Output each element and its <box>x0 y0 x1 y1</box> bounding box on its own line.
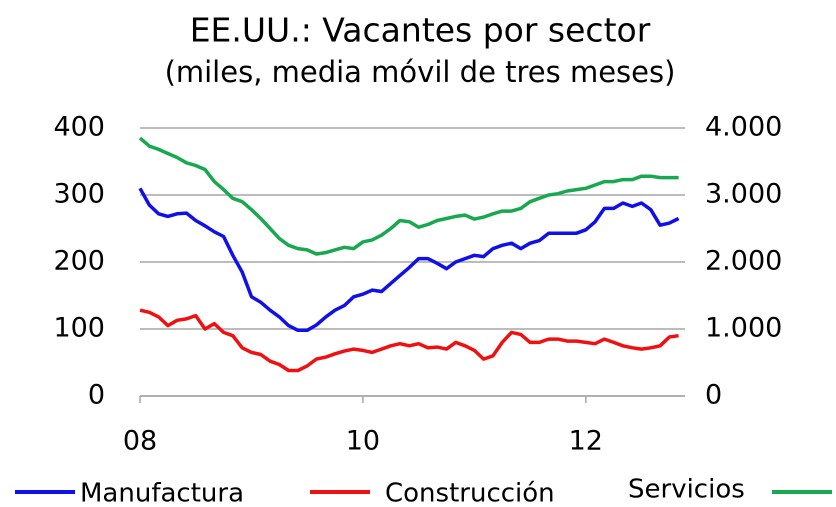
chart-subtitle: (miles, media móvil de tres meses) <box>165 55 676 89</box>
legend-label: Servicios <box>628 475 745 505</box>
series-line <box>139 308 679 373</box>
chart-title: EE.UU.: Vacantes por sector <box>190 11 651 50</box>
x-tick-label: 08 <box>123 426 157 457</box>
y2-tick-label: 0 <box>705 380 722 411</box>
x-tick-label: 12 <box>569 426 603 457</box>
series-line <box>138 187 680 333</box>
y-tick-label: 300 <box>53 179 105 210</box>
y-tick-label: 0 <box>88 380 105 411</box>
legend-label: Manufactura <box>80 479 244 507</box>
y2-tick-label: 1.000 <box>705 313 782 344</box>
x-tick-label: 10 <box>346 426 380 457</box>
y-tick-label: 400 <box>53 112 105 143</box>
y2-tick-label: 2.000 <box>705 246 782 277</box>
y2-tick-label: 4.000 <box>705 112 782 143</box>
y-tick-label: 200 <box>53 246 105 277</box>
y-tick-label: 100 <box>53 313 105 344</box>
y2-tick-label: 3.000 <box>705 179 782 210</box>
legend-label: Construcción <box>385 479 555 507</box>
series-line <box>138 136 679 256</box>
